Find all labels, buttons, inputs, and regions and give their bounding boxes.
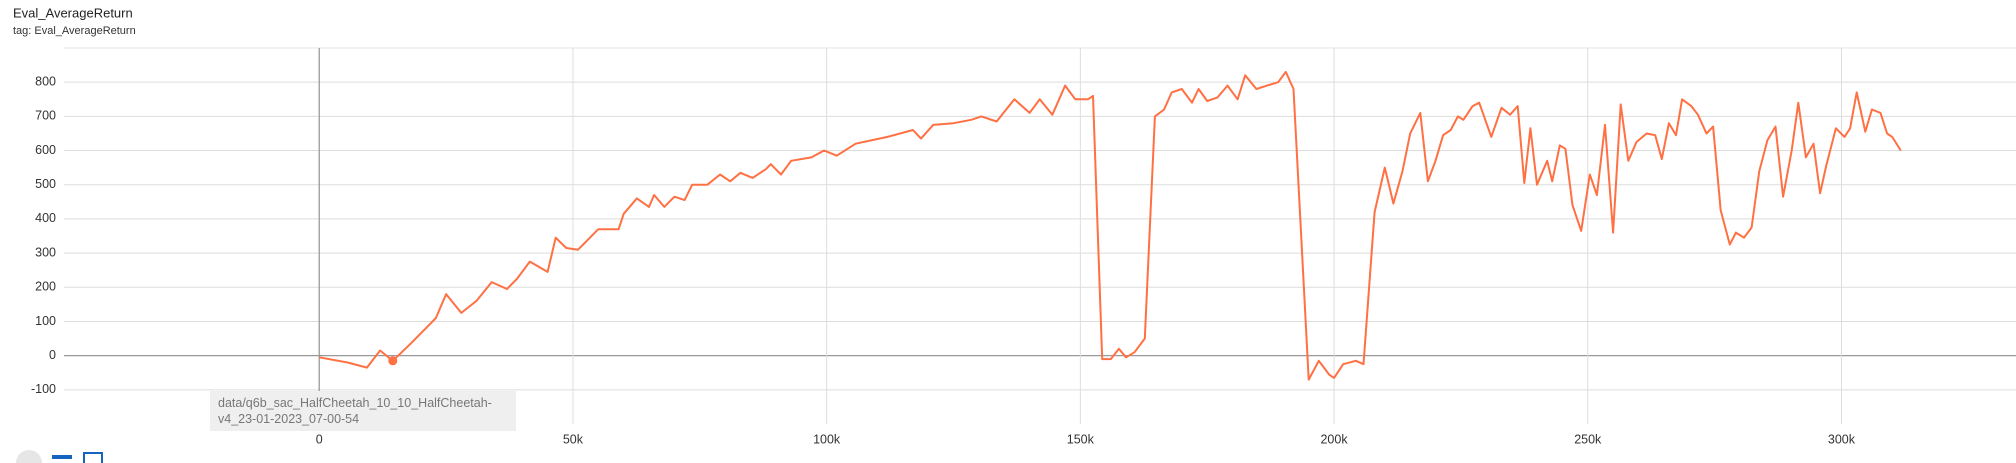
y-tick-label: 400 xyxy=(35,211,56,225)
y-tick-label: -100 xyxy=(31,382,56,396)
y-tick-label: 300 xyxy=(35,245,56,259)
chart-title: Eval_AverageReturn xyxy=(13,5,133,20)
x-tick-label: 200k xyxy=(1320,432,1348,446)
log-button[interactable] xyxy=(52,455,72,459)
x-tick-label: 150k xyxy=(1067,432,1095,446)
legend-tooltip: data/q6b_sac_HalfCheetah_10_10_HalfCheet… xyxy=(210,391,516,431)
y-tick-label: 100 xyxy=(35,314,56,328)
y-tick-label: 700 xyxy=(35,109,56,123)
y-tick-label: 600 xyxy=(35,143,56,157)
hover-point xyxy=(388,356,398,366)
toolbar-icons xyxy=(16,450,103,463)
x-tick-label: 250k xyxy=(1574,432,1602,446)
y-tick-label: 200 xyxy=(35,280,56,294)
download-button[interactable] xyxy=(83,452,103,463)
x-tick-label: 100k xyxy=(813,432,841,446)
x-tick-label: 0 xyxy=(316,432,323,446)
x-tick-label: 50k xyxy=(563,432,584,446)
fit-button[interactable] xyxy=(16,450,42,463)
y-tick-label: 0 xyxy=(49,348,56,362)
y-tick-label: 500 xyxy=(35,177,56,191)
series-line xyxy=(319,70,1902,381)
y-tick-label: 800 xyxy=(35,74,56,88)
chart-subtitle: tag: Eval_AverageReturn xyxy=(13,25,136,37)
x-tick-label: 300k xyxy=(1828,432,1856,446)
